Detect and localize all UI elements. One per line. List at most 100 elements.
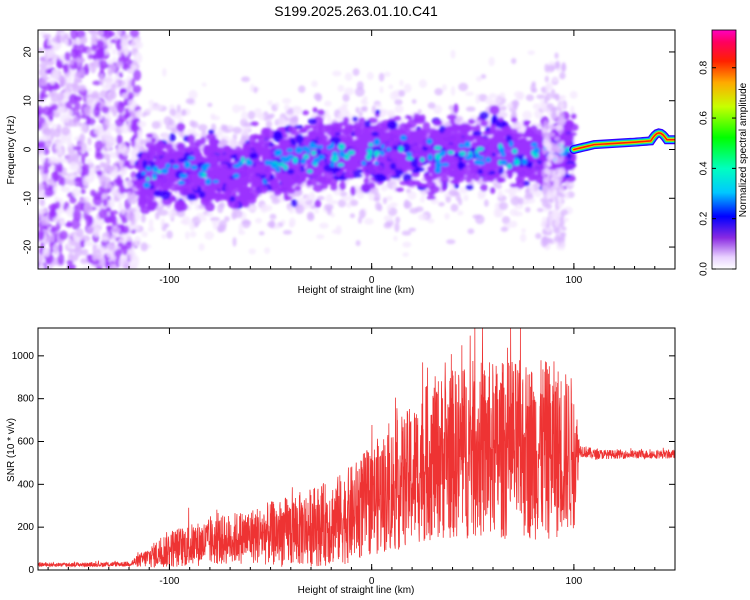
heatmap-blob [104, 215, 112, 223]
heatmap-blob [56, 106, 65, 114]
heatmap-blob [508, 192, 515, 199]
heatmap-blob [290, 175, 297, 185]
heatmap-blob [407, 115, 413, 120]
heatmap-blob [480, 119, 488, 127]
heatmap-blob [188, 90, 198, 100]
heatmap-blob [497, 110, 507, 120]
heatmap-blob [541, 216, 548, 227]
heatmap-blob [458, 82, 469, 92]
heatmap-blob [227, 124, 235, 130]
heatmap-blob [493, 128, 502, 138]
heatmap-blob [383, 215, 394, 222]
heatmap-blob [441, 182, 447, 192]
heatmap-blob [444, 213, 450, 220]
heatmap-blob [334, 122, 340, 132]
heatmap-blob [450, 86, 456, 96]
heatmap-blob [182, 180, 192, 187]
heatmap-blob [302, 153, 310, 160]
heatmap-blob [497, 143, 503, 150]
heatmap-blob [69, 196, 77, 204]
heatmap-blob [93, 106, 101, 118]
heatmap-blob [92, 80, 102, 86]
heatmap-blob [72, 116, 79, 126]
heatmap-blob [507, 173, 513, 179]
heatmap-blob [330, 200, 338, 205]
heatmap-blob [170, 128, 176, 133]
heatmap-blob [554, 124, 563, 131]
heatmap-blob [551, 209, 559, 214]
heatmap-blob [162, 154, 172, 161]
heatmap-blob [118, 237, 128, 244]
heatmap-blob [330, 154, 339, 163]
heatmap-blob [65, 116, 74, 129]
heatmap-blob [145, 176, 151, 182]
heatmap-blob [75, 228, 84, 238]
heatmap-blob [104, 48, 109, 55]
heatmap-blob [508, 220, 518, 228]
heatmap-xtick-label: 0 [369, 275, 375, 286]
heatmap-blob [522, 167, 534, 173]
heatmap-blob [472, 130, 483, 137]
heatmap-blob [544, 75, 549, 83]
heatmap-blob [241, 126, 249, 137]
heatmap-blob [525, 206, 531, 213]
heatmap-blob [150, 137, 157, 143]
heatmap-blob [110, 91, 117, 100]
heatmap-blob [131, 61, 137, 72]
heatmap-blob [505, 169, 514, 175]
heatmap-blob [341, 195, 350, 202]
heatmap-blob [358, 117, 366, 126]
heatmap-blob [515, 123, 521, 128]
heatmap-blob [85, 97, 95, 106]
heatmap-blob [343, 153, 350, 161]
colorbar-tick-label: 0.8 [699, 60, 710, 74]
heatmap-blob [152, 179, 159, 187]
heatmap-xlabel: Height of straight line (km) [298, 285, 415, 296]
heatmap-blob [106, 225, 113, 230]
heatmap-blob [133, 52, 143, 64]
heatmap-blob [402, 252, 409, 257]
heatmap-blob [292, 156, 299, 163]
heatmap-blob [170, 177, 177, 184]
heatmap-blob [44, 187, 54, 197]
heatmap-blob [210, 216, 220, 222]
heatmap-blob [244, 122, 252, 128]
heatmap-blob [258, 231, 265, 236]
heatmap-blob [295, 204, 305, 215]
heatmap-blob [99, 73, 105, 86]
heatmap-blob [483, 199, 489, 207]
heatmap-blob [382, 109, 388, 115]
heatmap-blob [560, 140, 565, 146]
heatmap-blob [500, 126, 511, 136]
heatmap-blob [415, 182, 423, 187]
heatmap-blob [217, 181, 224, 190]
heatmap-blob [152, 165, 159, 173]
heatmap-blob [79, 36, 88, 44]
heatmap-blob [87, 137, 92, 146]
heatmap-blob [300, 158, 306, 165]
heatmap-blob [313, 162, 318, 167]
heatmap-blob [519, 233, 527, 243]
heatmap-blob [63, 63, 69, 74]
heatmap-blob [472, 166, 479, 175]
heatmap-blob [482, 131, 493, 136]
heatmap-blob [383, 71, 391, 77]
heatmap-blob [432, 119, 443, 127]
heatmap-blob [342, 93, 350, 103]
heatmap-blob [39, 90, 45, 101]
heatmap-blob [379, 108, 385, 117]
heatmap-ytick-label: 0 [23, 146, 34, 152]
heatmap-blob [144, 194, 155, 202]
heatmap-blob [460, 123, 471, 129]
heatmap-blob [506, 102, 514, 109]
heatmap-blob [241, 220, 252, 225]
heatmap-blob [43, 248, 51, 258]
heatmap-blob [215, 167, 226, 177]
heatmap-blob [116, 30, 123, 37]
heatmap-blob [99, 246, 107, 253]
heatmap-blob [206, 148, 212, 157]
heatmap-blob [402, 241, 412, 248]
heatmap-blob [349, 213, 356, 219]
heatmap-blob [512, 137, 520, 145]
heatmap-blob [49, 208, 57, 219]
